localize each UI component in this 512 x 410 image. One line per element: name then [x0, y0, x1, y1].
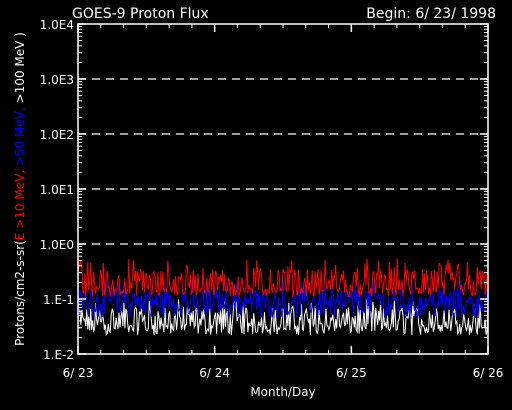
x-tick-label: 6/ 26: [473, 366, 504, 380]
series-e10-line: [77, 258, 489, 297]
x-tick-label: 6/ 25: [336, 366, 367, 380]
y-axis-label-part: >50 MeV,: [13, 103, 27, 166]
y-axis-label-part: E >10 MeV,: [13, 166, 27, 240]
y-tick-label: 1.0E1: [40, 183, 74, 197]
y-tick-label: 1.0E0: [40, 238, 74, 252]
x-tick-label: 6/ 23: [63, 366, 94, 380]
y-axis: 1.E-2 1.E-1 1.0E0 1.0E1 1.0E2 1.0E3 1.0E4: [40, 18, 488, 362]
begin-date: Begin: 6/ 23/ 1998: [366, 6, 496, 22]
chart-title: GOES-9 Proton Flux: [72, 6, 209, 22]
x-tick-label: 6/ 24: [199, 366, 230, 380]
series-e50-line: [77, 279, 489, 319]
y-axis-label-part: Protons/cm2-s-sr(: [13, 240, 27, 346]
y-tick-label: 1.E-1: [43, 293, 74, 307]
x-axis-label: Month/Day: [250, 385, 315, 399]
y-tick-label: 1.0E2: [40, 128, 74, 142]
y-tick-label: 1.0E4: [40, 18, 74, 32]
y-tick-label: 1.E-2: [43, 348, 74, 362]
series-e100-line: [77, 299, 489, 337]
series-layer: [77, 258, 489, 337]
y-axis-label: Protons/cm2-s-sr(E >10 MeV, >50 MeV, >10…: [13, 32, 27, 346]
y-axis-label-part: >100 MeV ): [13, 32, 27, 103]
x-axis: 6/ 23 6/ 24 6/ 25 6/ 26: [63, 24, 504, 380]
grid-lines: [78, 78, 488, 245]
y-tick-label: 1.0E3: [40, 73, 74, 87]
